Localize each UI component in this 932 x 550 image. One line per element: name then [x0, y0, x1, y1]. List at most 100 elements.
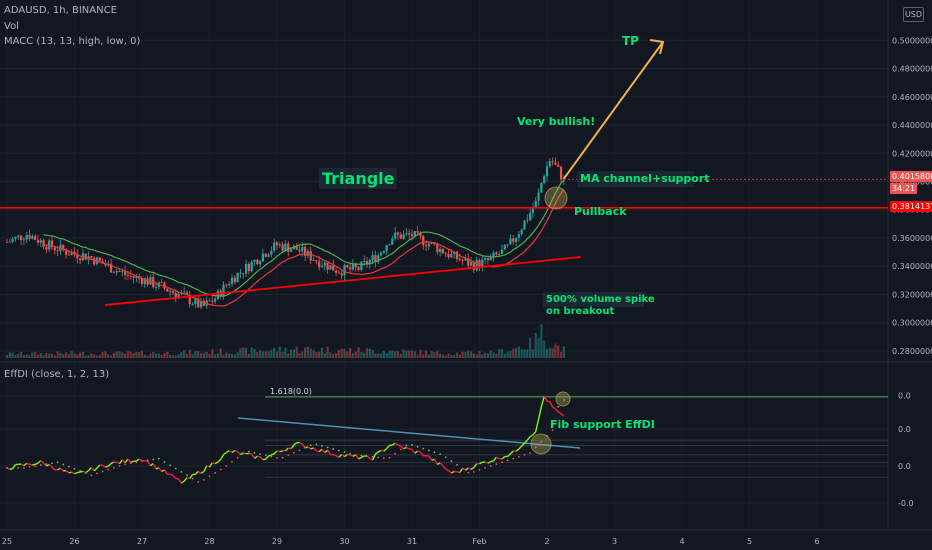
volume-bar — [326, 346, 329, 358]
pullback-circle — [544, 186, 568, 210]
effdi-segment — [509, 450, 514, 455]
effdi-segment — [40, 460, 45, 464]
volume-bar — [95, 355, 99, 358]
volume-bar — [551, 348, 554, 358]
effdi-segment — [371, 453, 377, 461]
volume-bar — [191, 354, 194, 358]
effdi-signal-dot — [225, 465, 228, 467]
candle-body — [543, 176, 546, 184]
effdi-segment — [105, 465, 109, 468]
effdi-signal-dot — [388, 456, 391, 459]
candle-body — [492, 252, 495, 257]
volume-bar — [512, 348, 515, 358]
volume-bar — [329, 352, 332, 358]
volume-bar — [531, 349, 535, 358]
currency-button[interactable]: USD — [903, 7, 924, 22]
volume-bar — [59, 352, 62, 358]
effdi-segment — [197, 470, 202, 474]
tp-arrowhead — [649, 39, 665, 55]
candle-body — [427, 243, 430, 247]
volume-bar — [548, 347, 551, 358]
effdi-signal-dot — [506, 459, 509, 462]
effdi-segment — [194, 470, 199, 475]
volume-bar — [520, 349, 523, 358]
candle-body — [115, 271, 118, 273]
volume-bar — [56, 351, 59, 358]
effdi-segment — [217, 458, 222, 463]
candle-body — [450, 253, 453, 258]
volume-bar — [67, 354, 70, 358]
volume-bar — [295, 346, 298, 358]
volume-bar — [233, 354, 236, 358]
tp-arrow-line — [563, 41, 664, 180]
time-tick-label: 25 — [2, 537, 12, 546]
candle-body — [199, 301, 203, 308]
volume-bar — [31, 352, 34, 358]
effdi-signal-dot — [557, 405, 560, 408]
volume-bar — [298, 352, 301, 358]
volume-bar — [394, 351, 397, 358]
volume-bar — [211, 349, 214, 358]
effdi-signal-dot — [186, 474, 188, 477]
effdi-segment — [529, 434, 534, 438]
effdi-signal-dot — [343, 451, 346, 454]
volume-bar — [368, 348, 371, 358]
volume-bar — [98, 355, 101, 358]
volume-bar — [48, 353, 51, 358]
volume-bar — [500, 348, 504, 358]
effdi-segment — [223, 451, 227, 456]
candle-body — [140, 278, 144, 284]
candle-body — [551, 161, 554, 163]
effdi-segment — [501, 455, 506, 460]
effdi-segment — [9, 468, 13, 470]
effdi-segment — [523, 439, 528, 444]
candle-body — [377, 255, 380, 263]
volume-bar — [363, 352, 366, 358]
candle-body — [503, 244, 506, 250]
effdi-segment — [279, 450, 283, 453]
price-tick-label: 0.50000000 — [892, 36, 932, 45]
volume-bar — [236, 352, 239, 358]
candle-body — [396, 232, 400, 235]
volume-bar — [385, 353, 388, 358]
candle-body — [368, 260, 371, 265]
effdi-segment — [526, 436, 531, 441]
volume-spike-label-1: 500% volume spike — [546, 294, 655, 305]
effdi-segment — [403, 446, 407, 450]
effdi-segment — [268, 454, 272, 457]
effdi-signal-dot — [129, 462, 132, 465]
effdi-signal-dot — [309, 444, 312, 447]
effdi-segment — [299, 441, 303, 445]
candle-body — [188, 294, 191, 305]
effdi-signal-dot — [287, 454, 290, 457]
candle-body — [216, 290, 220, 299]
effdi-segment — [107, 462, 112, 467]
volume-bar — [388, 350, 391, 358]
candle-body — [391, 238, 394, 245]
volume-bar — [253, 348, 256, 358]
effdi-segment — [43, 462, 47, 467]
effdi-segment — [521, 442, 525, 447]
effdi-segment — [152, 463, 157, 470]
effdi-segment — [400, 445, 405, 450]
candle-body — [250, 261, 253, 272]
candle-body — [118, 271, 121, 272]
effdi-segment — [59, 467, 64, 472]
effdi-segment — [77, 471, 81, 474]
candle-body — [467, 258, 470, 266]
volume-bar — [484, 352, 487, 358]
volume-bar — [76, 354, 79, 358]
candle-body — [236, 272, 239, 283]
candle-body — [379, 252, 383, 256]
volume-bar — [34, 351, 37, 358]
candle-body — [36, 239, 40, 243]
effdi-segment — [467, 467, 472, 470]
effdi-signal-dot — [247, 450, 250, 453]
volume-bar — [171, 355, 175, 358]
price-tick-label: 0.40000000 — [892, 178, 932, 187]
effdi-signal-dot — [51, 462, 53, 465]
candle-body — [334, 270, 338, 273]
time-tick-label: 6 — [814, 537, 819, 546]
effdi-tick-label: -0.0 — [898, 499, 914, 508]
